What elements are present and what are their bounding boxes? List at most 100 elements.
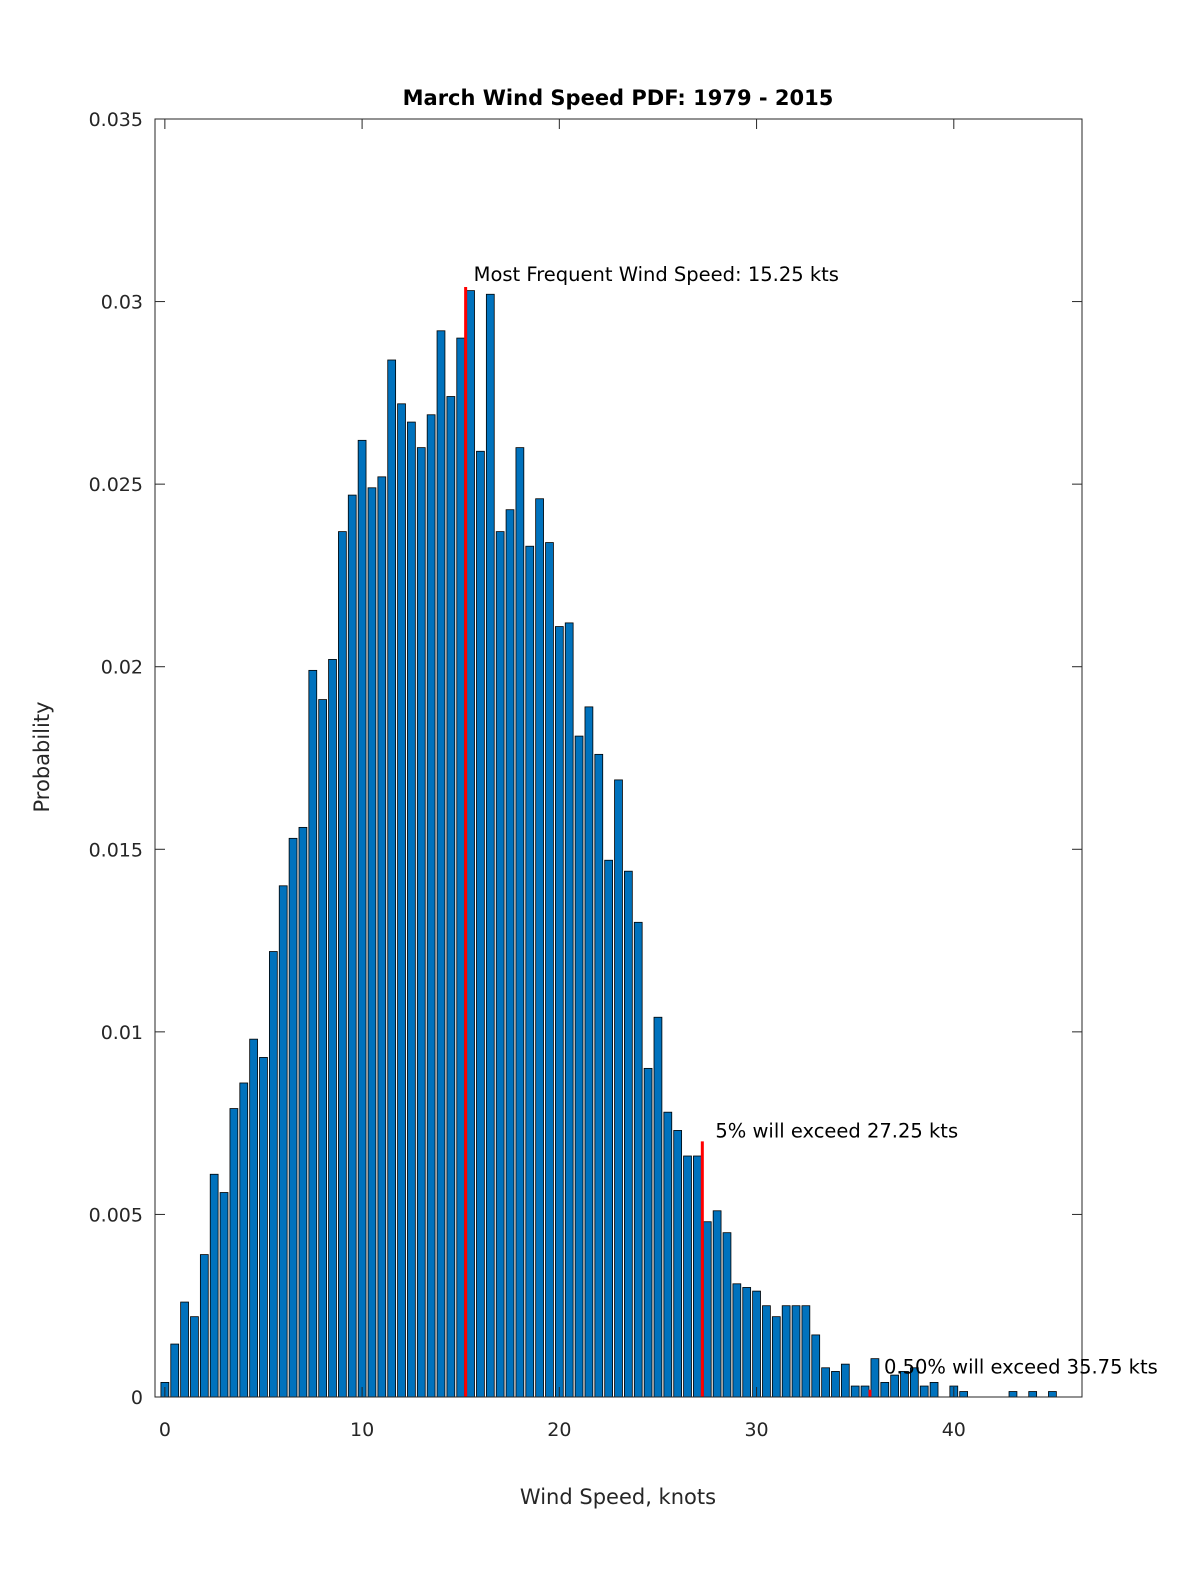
bar <box>209 1173 219 1398</box>
bar <box>732 1283 742 1398</box>
bar <box>180 1301 189 1398</box>
bar <box>840 1363 850 1398</box>
x-tick-label: 0 <box>159 1419 171 1441</box>
x-tick-label: 30 <box>744 1419 768 1441</box>
bar <box>821 1367 830 1398</box>
bar <box>564 622 574 1398</box>
annotations-group: Most Frequent Wind Speed: 15.25 kts 5% wi… <box>474 263 1158 1379</box>
bar <box>219 1192 229 1398</box>
bar <box>693 1155 702 1398</box>
bar <box>801 1305 811 1398</box>
y-tick-label: 0.005 <box>89 1204 143 1226</box>
bar <box>712 1210 722 1398</box>
x-axis-label: Wind Speed, knots <box>520 1485 716 1509</box>
y-tick-label: 0.035 <box>89 109 143 131</box>
bar <box>259 1057 268 1398</box>
bar <box>347 494 357 1398</box>
bar <box>673 1130 683 1398</box>
bar <box>614 779 623 1398</box>
bar <box>653 1016 663 1398</box>
bar <box>762 1305 771 1398</box>
bar <box>584 706 594 1398</box>
bar <box>268 951 278 1398</box>
marker-annotation: 5% will exceed 27.25 kts <box>715 1119 958 1142</box>
bar <box>702 1221 712 1398</box>
bar <box>328 659 337 1398</box>
bar <box>831 1371 840 1398</box>
bar <box>683 1155 692 1398</box>
y-tick-label: 0.03 <box>101 292 143 314</box>
y-tick-label: 0.02 <box>101 657 143 679</box>
markers-group <box>464 286 872 1397</box>
bar <box>288 837 298 1398</box>
bar <box>446 396 456 1398</box>
bar <box>742 1287 752 1398</box>
bar <box>752 1290 761 1398</box>
bar <box>554 626 564 1398</box>
bar <box>535 498 544 1398</box>
y-tick-label: 0.015 <box>89 839 143 861</box>
bar <box>850 1385 860 1398</box>
bar <box>919 1385 929 1398</box>
bar <box>495 531 505 1398</box>
bar <box>318 699 327 1398</box>
x-tick-label: 40 <box>942 1419 966 1441</box>
bar <box>1048 1391 1057 1398</box>
bar <box>426 414 436 1398</box>
bar <box>860 1385 870 1398</box>
bar <box>229 1108 239 1398</box>
bar <box>377 476 387 1398</box>
bar <box>436 330 446 1398</box>
bar <box>476 450 485 1398</box>
bar <box>407 421 416 1398</box>
bar <box>545 542 554 1398</box>
plot-area-frame <box>154 118 1083 1398</box>
bar <box>771 1316 781 1398</box>
bar <box>594 753 604 1398</box>
marker-annotation: Most Frequent Wind Speed: 15.25 kts <box>474 263 839 286</box>
bar <box>278 885 288 1398</box>
bar <box>466 290 475 1398</box>
bar <box>515 447 525 1398</box>
bar <box>456 337 466 1398</box>
x-tick-label: 20 <box>547 1419 571 1441</box>
chart-title: March Wind Speed PDF: 1979 - 2015 <box>403 86 834 110</box>
bar <box>880 1381 890 1398</box>
bar <box>633 921 643 1398</box>
bar <box>525 545 535 1398</box>
bar <box>811 1334 821 1398</box>
bar <box>791 1305 801 1398</box>
bar <box>249 1038 258 1398</box>
bar <box>624 870 633 1398</box>
bar <box>663 1111 673 1398</box>
bar <box>298 826 308 1398</box>
bar <box>190 1316 199 1398</box>
bar <box>604 859 613 1398</box>
bar <box>170 1343 180 1398</box>
ticks-group <box>155 118 1082 1398</box>
bar <box>722 1232 732 1398</box>
y-tick-label: 0.025 <box>89 474 143 496</box>
bar <box>397 403 406 1398</box>
bar <box>239 1082 249 1398</box>
bar <box>387 359 397 1398</box>
bar <box>781 1305 791 1398</box>
bar <box>643 1067 653 1398</box>
bar <box>870 1358 880 1398</box>
bar <box>308 669 318 1398</box>
tick-labels-group: 0 10 20 30 40 0 0.005 0.01 0.015 0.02 0.025 0.03 0.0… <box>89 109 966 1441</box>
bar <box>505 509 515 1398</box>
bar <box>338 531 347 1398</box>
x-tick-label: 10 <box>350 1419 374 1441</box>
bar <box>485 293 495 1398</box>
bar <box>1008 1391 1018 1398</box>
y-tick-label: 0 <box>131 1387 143 1409</box>
marker-annotation: 0.50% will exceed 35.75 kts <box>884 1356 1158 1379</box>
bar <box>199 1254 209 1398</box>
bar <box>416 447 426 1398</box>
bar <box>929 1381 939 1398</box>
bar <box>1028 1391 1038 1398</box>
bar <box>574 735 584 1398</box>
bar <box>357 439 367 1398</box>
bar <box>959 1391 969 1398</box>
